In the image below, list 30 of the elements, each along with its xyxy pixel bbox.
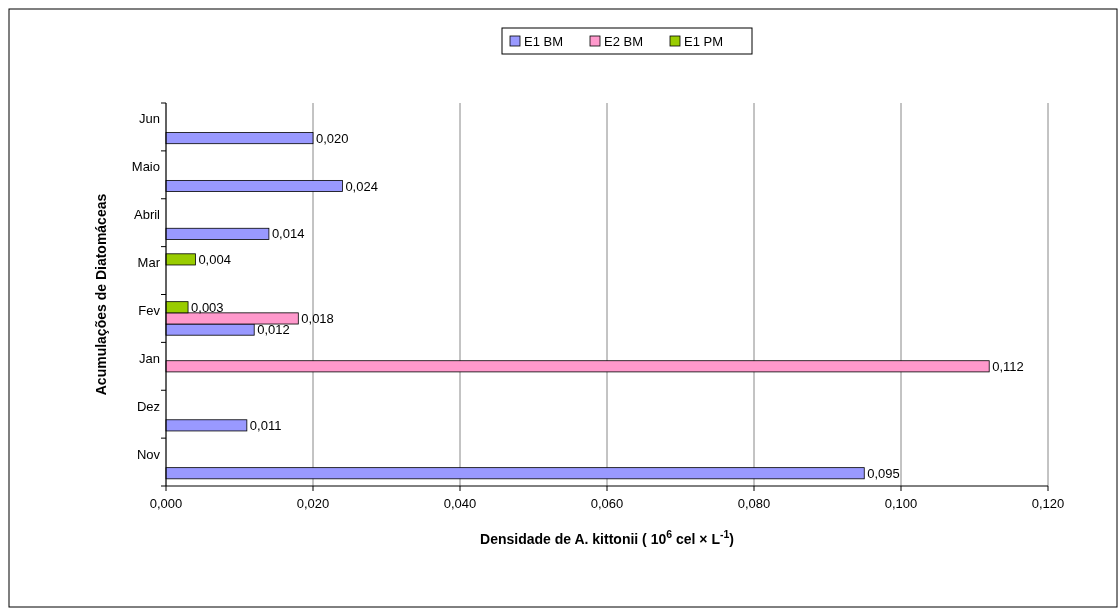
- y-tick-label: Fev: [138, 302, 161, 318]
- y-tick-label: Nov: [136, 446, 161, 462]
- x-tick-label: 0,020: [296, 496, 330, 511]
- data-label: 0,012: [257, 322, 290, 338]
- legend-label: E1 PM: [684, 33, 724, 49]
- data-label: 0,014: [271, 226, 305, 242]
- legend-label: E2 BM: [604, 33, 644, 49]
- data-label: 0,024: [345, 178, 378, 194]
- legend-label: E1 BM: [524, 33, 564, 49]
- y-axis-title: Acumulações de Diatomáceas: [93, 193, 109, 396]
- x-tick-label: 0,040: [443, 496, 477, 511]
- y-tick-label: Jan: [139, 350, 160, 366]
- data-label: 0,020: [316, 130, 349, 146]
- data-label: 0,018: [301, 310, 334, 326]
- y-tick-label: Abril: [133, 207, 161, 223]
- data-label: 0,095: [867, 465, 900, 481]
- y-tick-label: Dez: [136, 398, 160, 414]
- data-label: 0,112: [992, 358, 1024, 374]
- y-tick-label: Maio: [131, 159, 160, 175]
- x-tick-label: 0,080: [737, 496, 771, 511]
- data-label: 0,011: [249, 417, 282, 433]
- data-label: 0,004: [198, 251, 231, 267]
- x-tick-label: 0,120: [1031, 496, 1065, 511]
- data-label: 0,003: [191, 299, 224, 315]
- x-tick-label: 0,060: [590, 496, 624, 511]
- y-tick-label: Jun: [139, 111, 160, 127]
- x-tick-label: 0,100: [884, 496, 918, 511]
- y-tick-label: Mar: [137, 255, 161, 271]
- x-tick-label: 0,000: [149, 496, 183, 511]
- x-axis-title: Densidade de A. kittonii ( 10$^{6}$ cel × L$^{-1}$): [480, 528, 734, 547]
